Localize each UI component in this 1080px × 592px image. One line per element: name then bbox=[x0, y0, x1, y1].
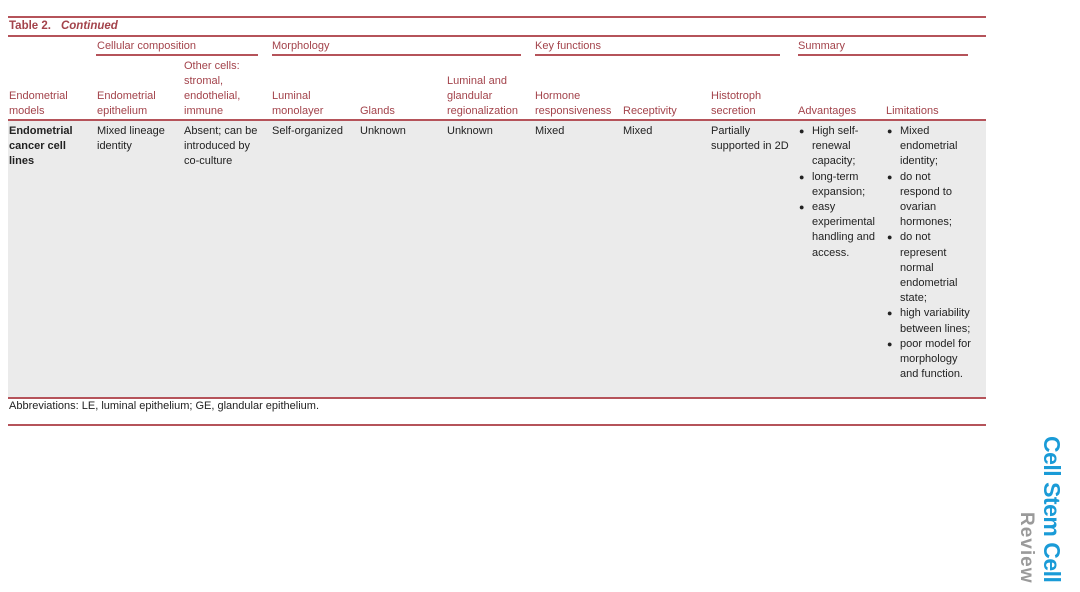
bottom-rule bbox=[8, 424, 986, 426]
group-summary: Summary bbox=[798, 40, 846, 52]
table-number: Table 2. bbox=[9, 20, 51, 32]
group-cellular-composition: Cellular composition bbox=[97, 40, 197, 52]
header-histotroph: Histotroph secretion bbox=[711, 90, 762, 117]
cell-regionalization: Unknown bbox=[447, 125, 493, 137]
advantage-item: easy experimental handling and access. bbox=[799, 200, 881, 261]
header-epithelium: Endometrial epithelium bbox=[97, 90, 156, 117]
limitation-item: do not respond to ovarian hormones; bbox=[887, 170, 971, 231]
group-rule bbox=[535, 54, 780, 56]
footnote: Abbreviations: LE, luminal epithelium; G… bbox=[9, 400, 319, 412]
limitation-item: Mixed endometrial identity; bbox=[887, 124, 971, 170]
header-rule bbox=[8, 119, 986, 121]
header-hormone: Hormone responsiveness bbox=[535, 90, 612, 117]
cell-hormone: Mixed bbox=[535, 125, 565, 137]
advantage-item: long-term expansion; bbox=[799, 170, 881, 200]
group-morphology: Morphology bbox=[272, 40, 330, 52]
group-rule bbox=[96, 54, 258, 56]
header-glands: Glands bbox=[360, 105, 395, 117]
header-limitations: Limitations bbox=[886, 105, 939, 117]
row-rule bbox=[8, 397, 986, 399]
limitation-item: do not represent normal endometrial stat… bbox=[887, 230, 971, 306]
header-advantages: Advantages bbox=[798, 105, 857, 117]
cell-luminal-monolayer: Self-organized bbox=[272, 125, 343, 137]
table-title: Table 2. Continued bbox=[9, 20, 118, 32]
title-rule bbox=[8, 35, 986, 37]
header-other-cells: Other cells: stromal, endothelial, immun… bbox=[184, 60, 241, 117]
cell-model: Endometrial cancer cell lines bbox=[9, 125, 73, 168]
table-continued: Continued bbox=[60, 20, 118, 32]
cell-limitations: Mixed endometrial identity; do not respo… bbox=[887, 124, 971, 382]
limitation-item: high variability between lines; bbox=[887, 306, 971, 336]
header-regionalization: Luminal and glandular regionalization bbox=[447, 75, 518, 117]
journal-section: Review bbox=[1016, 512, 1037, 584]
header-luminal-monolayer: Luminal monolayer bbox=[272, 90, 324, 117]
journal-name: Cell Stem Cell bbox=[1039, 436, 1065, 583]
cell-glands: Unknown bbox=[360, 125, 406, 137]
cell-epithelium: Mixed lineage identity bbox=[97, 125, 165, 153]
cell-advantages: High self-renewal capacity; long-term ex… bbox=[799, 124, 881, 261]
top-rule bbox=[8, 16, 986, 18]
header-receptivity: Receptivity bbox=[623, 105, 677, 117]
group-key-functions: Key functions bbox=[535, 40, 602, 52]
cell-other-cells: Absent; can be introduced by co-culture bbox=[184, 125, 258, 168]
group-rule bbox=[798, 54, 968, 56]
header-models: Endometrial models bbox=[9, 90, 68, 117]
advantage-item: High self-renewal capacity; bbox=[799, 124, 881, 170]
cell-histotroph: Partially supported in 2D bbox=[711, 125, 789, 153]
limitation-item: poor model for morphology and function. bbox=[887, 337, 971, 383]
cell-receptivity: Mixed bbox=[623, 125, 653, 137]
group-rule bbox=[272, 54, 521, 56]
